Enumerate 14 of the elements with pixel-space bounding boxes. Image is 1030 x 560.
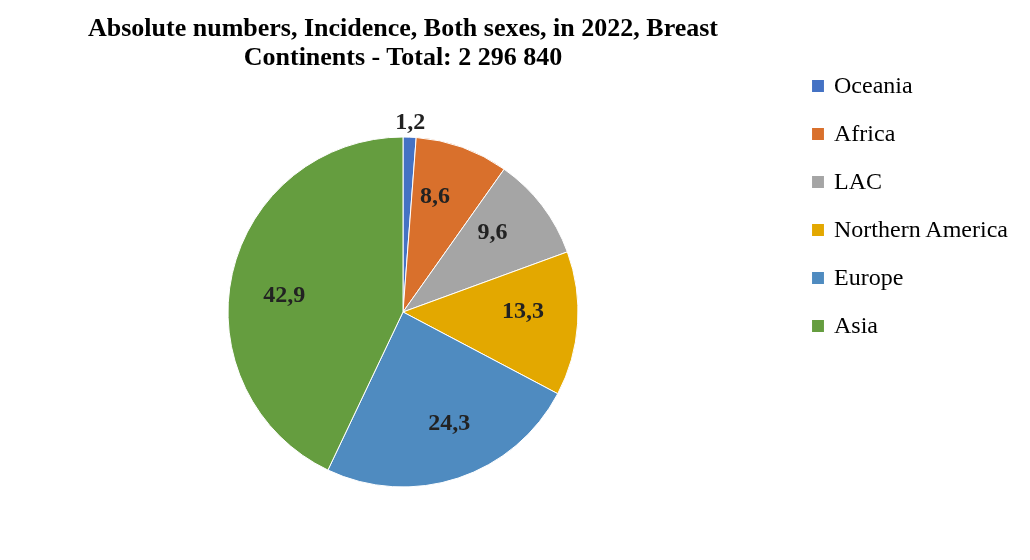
legend-label: LAC: [834, 168, 882, 194]
data-label: 42,9: [263, 280, 306, 307]
data-label: 24,3: [428, 408, 471, 435]
data-label: 8,6: [420, 182, 451, 209]
legend-label: Northern America: [834, 216, 1009, 242]
legend-label: Asia: [834, 312, 879, 338]
legend-label: Europe: [834, 264, 904, 290]
data-label: 1,2: [395, 108, 426, 135]
data-label: 13,3: [502, 297, 544, 324]
chart-subtitle: Continents - Total: 2 296 840: [243, 42, 563, 71]
legend-label: Africa: [834, 120, 896, 146]
legend-label: Oceania: [834, 72, 913, 98]
data-label: 9,6: [477, 218, 508, 245]
chart-title: Absolute numbers, Incidence, Both sexes, in 2022, Breast: [87, 13, 719, 42]
